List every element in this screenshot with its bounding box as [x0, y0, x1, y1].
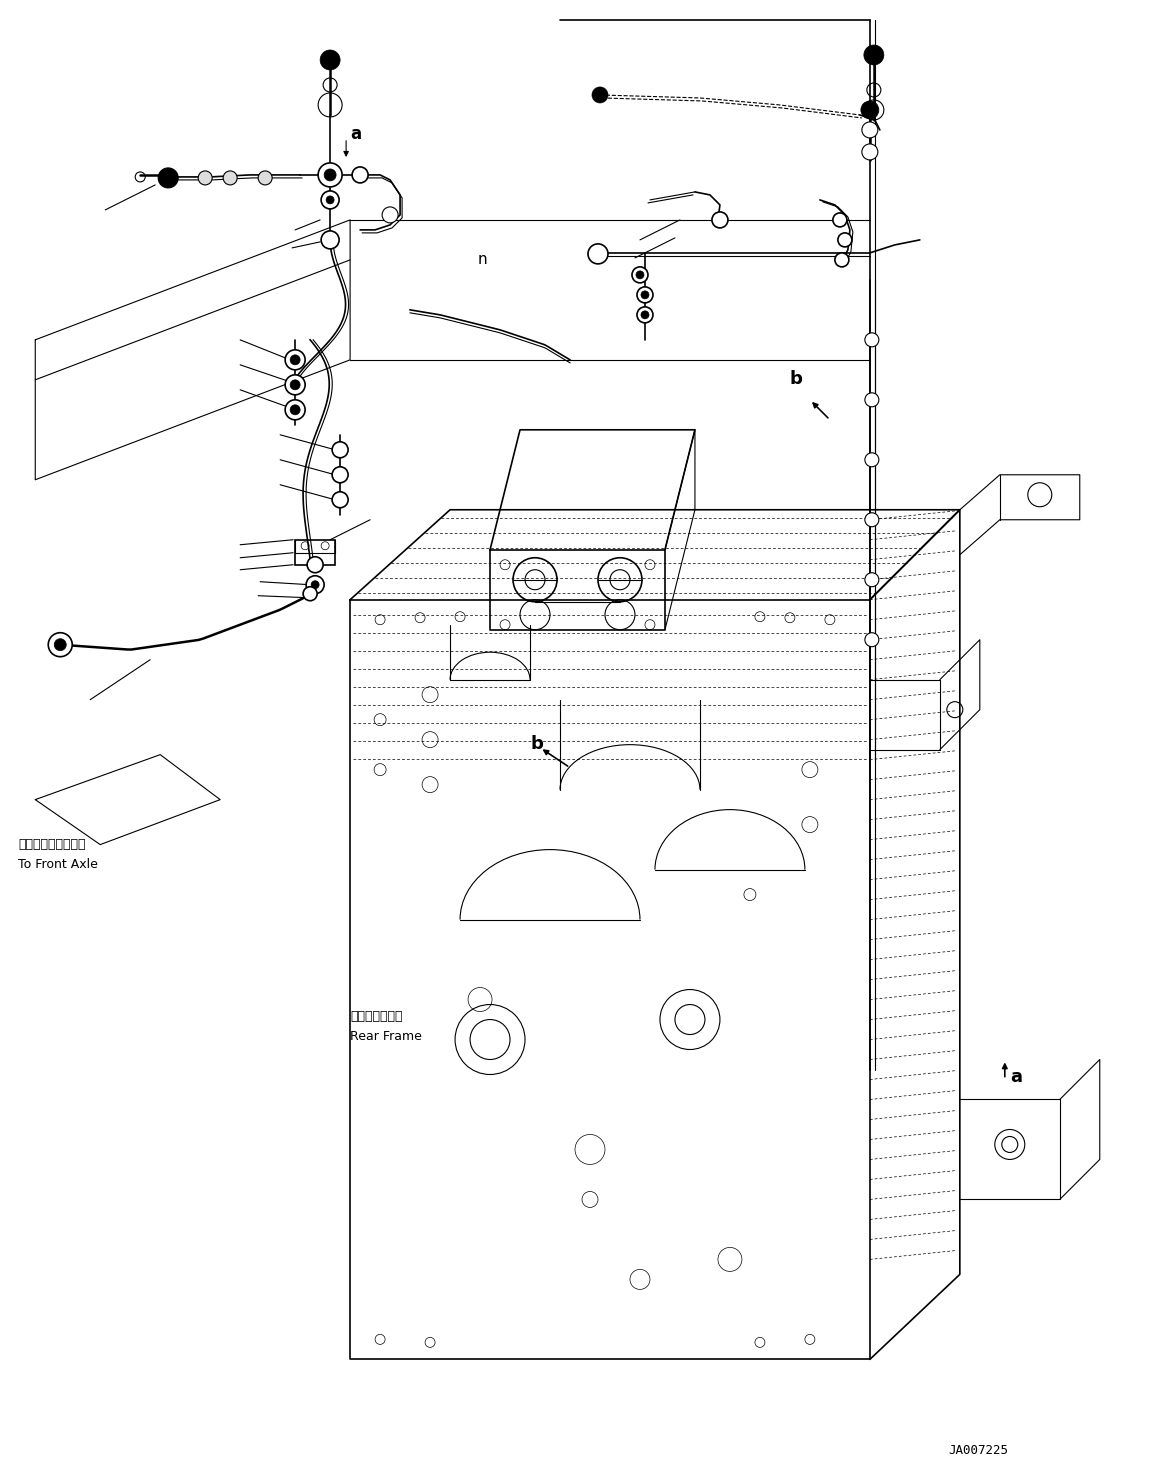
Circle shape	[636, 270, 644, 279]
Circle shape	[290, 405, 300, 415]
Circle shape	[55, 638, 66, 650]
Circle shape	[637, 286, 652, 302]
Text: Rear Frame: Rear Frame	[350, 1030, 422, 1043]
Circle shape	[321, 231, 340, 248]
Circle shape	[835, 253, 849, 267]
Circle shape	[861, 101, 879, 118]
Circle shape	[319, 164, 342, 187]
Circle shape	[833, 213, 847, 226]
Text: n: n	[478, 251, 487, 267]
Circle shape	[641, 291, 649, 300]
Circle shape	[333, 492, 348, 508]
Circle shape	[637, 307, 652, 323]
Text: リヤーフレーム: リヤーフレーム	[350, 1010, 402, 1023]
Circle shape	[48, 633, 72, 656]
Circle shape	[158, 168, 178, 188]
Text: フロントアクスルへ: フロントアクスルへ	[19, 837, 86, 850]
Text: a: a	[350, 126, 362, 143]
Circle shape	[312, 580, 319, 589]
Circle shape	[258, 171, 272, 186]
Circle shape	[285, 400, 305, 419]
Bar	[295, 539, 335, 565]
Circle shape	[865, 453, 879, 466]
Circle shape	[588, 244, 608, 264]
Circle shape	[865, 333, 879, 346]
Circle shape	[865, 393, 879, 406]
Circle shape	[865, 573, 879, 587]
Circle shape	[837, 232, 851, 247]
Text: To Front Axle: To Front Axle	[19, 858, 98, 871]
Circle shape	[324, 169, 336, 181]
Text: b: b	[790, 370, 802, 387]
Text: b: b	[530, 735, 543, 752]
Circle shape	[198, 171, 212, 186]
Circle shape	[712, 212, 728, 228]
Circle shape	[326, 196, 334, 205]
Circle shape	[641, 311, 649, 318]
Circle shape	[864, 45, 884, 64]
Circle shape	[592, 88, 608, 102]
Circle shape	[307, 557, 323, 573]
Circle shape	[290, 355, 300, 365]
Circle shape	[383, 207, 398, 224]
Circle shape	[223, 171, 237, 186]
Circle shape	[304, 587, 317, 600]
Text: JA007225: JA007225	[948, 1445, 1008, 1457]
Circle shape	[320, 50, 340, 70]
Circle shape	[862, 121, 878, 137]
Circle shape	[321, 191, 340, 209]
Circle shape	[333, 466, 348, 482]
Circle shape	[865, 513, 879, 527]
Circle shape	[333, 441, 348, 457]
Circle shape	[285, 375, 305, 394]
Circle shape	[632, 267, 648, 283]
Circle shape	[285, 349, 305, 370]
Circle shape	[865, 633, 879, 647]
Circle shape	[352, 167, 369, 183]
Circle shape	[306, 576, 324, 593]
Circle shape	[290, 380, 300, 390]
Circle shape	[862, 145, 878, 159]
Text: a: a	[1009, 1068, 1022, 1086]
